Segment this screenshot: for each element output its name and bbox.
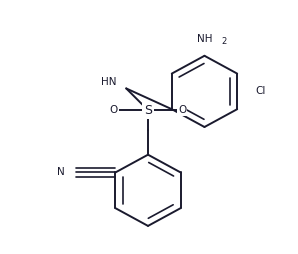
- Text: O: O: [178, 105, 186, 115]
- Text: Cl: Cl: [255, 86, 266, 97]
- Text: NH: NH: [197, 34, 212, 44]
- Text: O: O: [110, 105, 118, 115]
- Text: HN: HN: [101, 77, 116, 87]
- Text: S: S: [144, 104, 152, 117]
- Text: 2: 2: [222, 38, 227, 46]
- Text: N: N: [57, 167, 65, 178]
